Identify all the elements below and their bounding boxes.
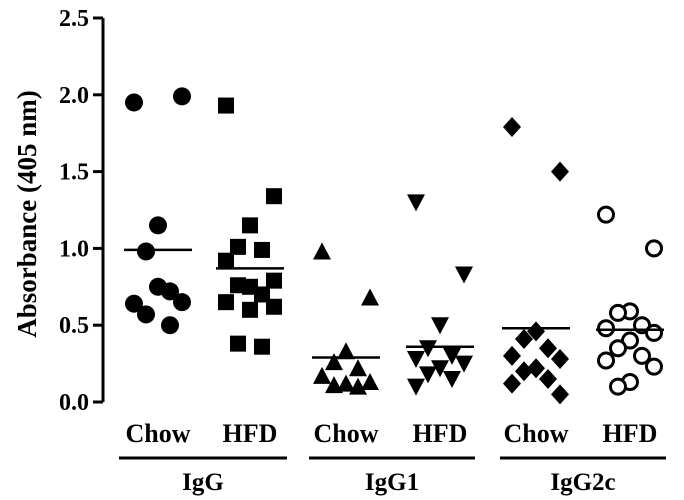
data-point xyxy=(254,286,270,303)
data-point xyxy=(539,368,557,389)
group-label: IgG xyxy=(182,469,224,496)
data-point xyxy=(218,97,234,114)
data-point xyxy=(149,277,167,296)
data-point xyxy=(349,377,367,395)
data-point xyxy=(455,266,473,284)
data-point xyxy=(455,355,473,373)
category-label: HFD xyxy=(413,419,468,448)
data-point xyxy=(337,374,355,392)
data-point xyxy=(539,338,557,359)
data-point xyxy=(645,357,663,376)
data-point xyxy=(407,378,425,396)
data-point xyxy=(313,242,331,260)
data-point xyxy=(503,373,521,394)
data-point xyxy=(125,294,143,313)
y-tick-label: 2.5 xyxy=(59,6,89,32)
y-tick-label: 1.5 xyxy=(59,160,89,186)
data-point xyxy=(443,370,461,388)
data-point xyxy=(325,353,343,371)
data-point xyxy=(503,345,521,366)
y-tick-label: 0.0 xyxy=(59,390,89,416)
data-point xyxy=(503,117,521,138)
data-point xyxy=(349,359,367,377)
category-label: HFD xyxy=(603,419,658,448)
data-point xyxy=(609,339,627,358)
data-point xyxy=(325,376,343,394)
data-point xyxy=(419,340,437,358)
data-point xyxy=(515,329,533,350)
data-point xyxy=(266,272,282,289)
data-point xyxy=(266,188,282,205)
data-point xyxy=(431,360,449,378)
data-point xyxy=(419,366,437,384)
data-point xyxy=(230,277,246,294)
data-point xyxy=(137,242,155,261)
group-label: IgG1 xyxy=(365,469,419,496)
plot-area xyxy=(124,87,664,405)
data-point xyxy=(407,194,425,212)
data-point xyxy=(230,238,246,255)
data-point xyxy=(218,252,234,269)
y-tick-label: 0.5 xyxy=(59,313,89,339)
data-point xyxy=(254,338,270,355)
data-point xyxy=(515,361,533,382)
data-point xyxy=(149,216,167,235)
data-point xyxy=(254,241,270,258)
data-point xyxy=(242,217,258,234)
data-point xyxy=(266,298,282,315)
data-point xyxy=(313,366,331,384)
data-point xyxy=(597,351,615,370)
data-point xyxy=(633,346,651,365)
data-point xyxy=(645,323,663,342)
category-label: HFD xyxy=(223,419,278,448)
data-point xyxy=(443,347,461,365)
data-point xyxy=(551,161,569,182)
data-point xyxy=(361,288,379,306)
category-axis: Chow HFD IgG Chow HFD IgG1 Chow HFD IgG2c xyxy=(119,419,666,496)
data-point xyxy=(218,294,234,311)
y-axis-title: Absorbance (405 nm) xyxy=(12,90,42,338)
category-label: Chow xyxy=(503,419,568,448)
data-point xyxy=(407,350,425,368)
category-label: Chow xyxy=(313,419,378,448)
data-point xyxy=(597,205,615,224)
data-point xyxy=(230,335,246,352)
data-point xyxy=(337,342,355,360)
group-label: IgG2c xyxy=(550,469,615,496)
category-label: Chow xyxy=(125,419,190,448)
data-point xyxy=(527,358,545,379)
y-tick-label: 1.0 xyxy=(59,236,89,262)
data-point xyxy=(597,319,615,338)
data-point xyxy=(551,384,569,405)
data-point xyxy=(551,348,569,369)
data-point xyxy=(242,301,258,318)
data-point xyxy=(161,316,179,335)
data-point xyxy=(431,317,449,335)
data-point xyxy=(527,321,545,342)
data-point xyxy=(645,239,663,258)
y-tick-label: 2.0 xyxy=(59,83,89,109)
data-point xyxy=(361,373,379,391)
data-point xyxy=(173,293,191,312)
data-point xyxy=(173,87,191,106)
data-point xyxy=(137,305,155,324)
data-point xyxy=(609,377,627,396)
data-point xyxy=(609,303,627,322)
y-axis: 0.0 0.5 1.0 1.5 2.0 2.5 xyxy=(59,6,105,416)
data-point xyxy=(125,93,143,112)
